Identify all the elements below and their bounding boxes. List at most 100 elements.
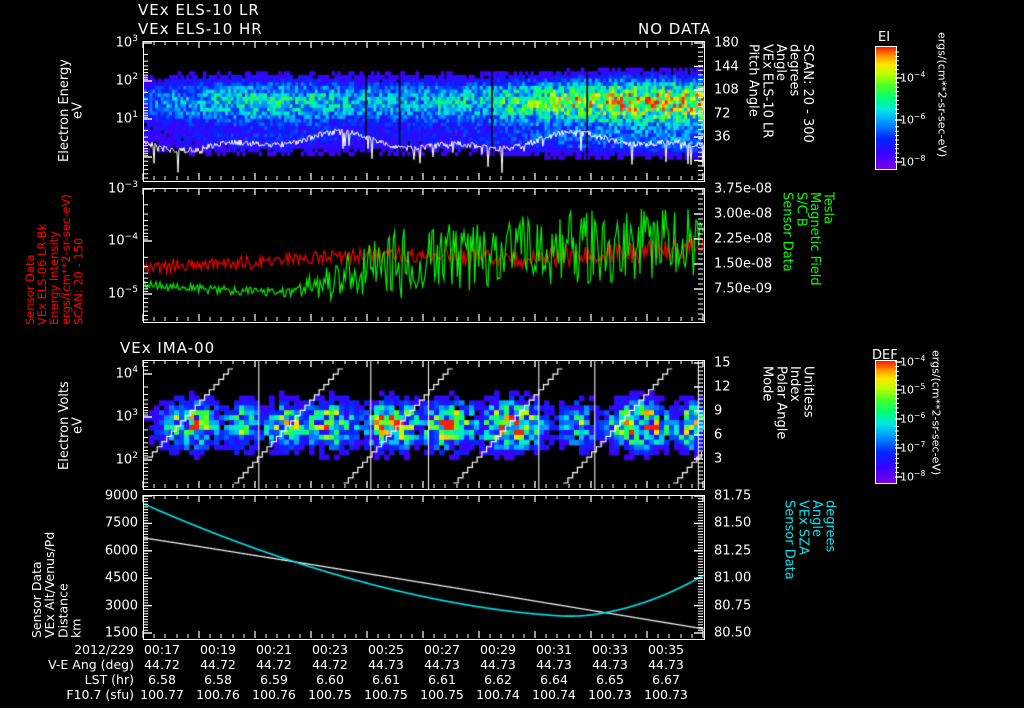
panel2-right-axis-line3: Magnetic Field [806, 192, 822, 286]
table-cell: 44.73 [592, 657, 628, 672]
table-row: V-E Ang (deg) 44.72 44.72 44.72 44.72 44.73 44… [14, 657, 694, 672]
table-cell: 44.73 [424, 657, 460, 672]
tick-label: 81.75 [714, 488, 752, 504]
panel3-left-axis-label: Electron Volts eV [57, 368, 86, 483]
def-colorbar-unit: ergs/(cm**2-sr-sec-eV) [929, 350, 943, 476]
table-cell: 6.62 [484, 672, 512, 687]
table-cell: 44.73 [536, 657, 572, 672]
tick-label: 10−6 [900, 111, 926, 127]
panel-els-lr-spectrogram[interactable] [143, 41, 705, 182]
panel1-right-axis-label: SCAN: 20 - 300 degrees Angle VEx ELS-10 … [745, 44, 816, 179]
tick-label: 1500 [104, 625, 138, 641]
table-row: LST (hr) 6.58 6.58 6.59 6.60 6.61 6.61 6.62 6.64… [14, 672, 694, 687]
panel4-right-axis-line2: VEx SZA [795, 500, 811, 555]
def-colorbar-bar [875, 360, 897, 484]
table-row: F10.7 (sfu) 100.77 100.76 100.76 100.75 100.7… [14, 687, 694, 702]
table-cell: 100.76 [196, 687, 240, 702]
table-cell: 00:27 [423, 642, 461, 657]
table-cell: 100.74 [476, 687, 520, 702]
tick-label: 10−5 [900, 381, 926, 397]
panel1-ticks [142, 41, 704, 180]
table-cell: 00:23 [311, 642, 349, 657]
table-cell: 00:17 [143, 642, 181, 657]
tick-label: 180 [714, 35, 739, 51]
bottom-table-row-label: V-E Ang (deg) [48, 657, 134, 672]
panel4-left-axis-label: Sensor Data VEx Alt/Venus/Pd Distance km [29, 498, 83, 638]
table-cell: 00:25 [367, 642, 405, 657]
bottom-parameter-table: 2012/229 00:17 00:19 00:21 00:23 00:25 00:27 00… [14, 642, 694, 702]
panel4-right-axis-label: degrees Angle VEx SZA Sensor Data [781, 500, 838, 635]
panel4-right-axis-line1: Sensor Data [781, 500, 797, 580]
panel2-ticks [142, 188, 704, 321]
panel1-right-axis-line3: Angle [772, 44, 788, 81]
table-cell: 00:33 [591, 642, 629, 657]
panel-els-energy-intensity[interactable] [143, 188, 705, 323]
panel3-left-axis-line2: eV [70, 417, 86, 434]
panel2-right-axis-line2: S/C B [793, 192, 809, 227]
tick-label: 4500 [104, 570, 138, 586]
tick-label: 12 [714, 379, 731, 395]
panel1-right-axis-line5: SCAN: 20 - 300 [800, 44, 816, 143]
tick-label: 3 [714, 451, 723, 467]
tick-label: 3.75e-08 [714, 181, 773, 197]
tick-label: 81.25 [714, 543, 752, 559]
panel1-left-axis-label: Electron Energy eV [57, 52, 86, 170]
panel2-canvas [144, 189, 704, 322]
tick-label: 103 [115, 34, 138, 51]
tick-label: 7500 [104, 515, 138, 531]
tick-label: 10−5 [108, 285, 138, 302]
tick-label: 80.50 [714, 625, 752, 641]
table-cell: 6.60 [316, 672, 344, 687]
ei-colorbar-unit: ergs/(cm**2-sr-sec-eV) [935, 32, 949, 158]
panel-altitude-sza[interactable] [143, 495, 705, 640]
panel1-right-axis-line2: VEx ELS-10 LR [759, 44, 775, 139]
tick-label: 3.00e-08 [714, 206, 773, 222]
panel1-right-axis-line1: Pitch Angle [745, 44, 761, 117]
tick-label: 1.50e-08 [714, 256, 773, 272]
panel2-left-axis-line5: SCAN: 20 - 150 [71, 237, 86, 325]
table-cell: 44.73 [480, 657, 516, 672]
table-cell: 6.65 [596, 672, 624, 687]
panel3-right-axis-line1: Mode [759, 366, 775, 402]
tick-label: 2.25e-08 [714, 231, 773, 247]
panel3-title: VEx IMA-00 [120, 339, 216, 357]
panel3-canvas [144, 361, 704, 489]
tick-label: 72 [714, 106, 731, 121]
tick-label: 15 [714, 355, 731, 371]
table-cell: 00:21 [255, 642, 293, 657]
tick-label: 81.50 [714, 515, 752, 531]
panel2-right-axis-line1: Sensor Data [779, 192, 795, 272]
tick-label: 10−4 [900, 353, 926, 369]
panel-ima-spectrogram[interactable] [143, 360, 705, 490]
tick-label: 10−4 [900, 69, 926, 85]
panel3-ticks [142, 360, 704, 488]
bottom-table-row-label: F10.7 (sfu) [66, 687, 134, 702]
tick-label: 102 [115, 451, 138, 468]
table-cell: 44.72 [256, 657, 292, 672]
tick-label: 80.75 [714, 598, 752, 614]
tick-label: 9000 [104, 488, 138, 504]
table-cell: 44.72 [312, 657, 348, 672]
table-row-time: 2012/229 00:17 00:19 00:21 00:23 00:25 00:27 00… [14, 642, 694, 657]
panel3-right-axis-label: Unitless Index Polar Angle Mode [759, 366, 816, 484]
tick-label: 144 [714, 59, 739, 74]
table-cell: 6.61 [428, 672, 456, 687]
table-cell: 100.75 [420, 687, 464, 702]
tick-label: 104 [115, 365, 138, 382]
tick-label: 108 [714, 82, 739, 98]
bottom-table-date-label: 2012/229 [74, 642, 134, 657]
table-cell: 100.74 [532, 687, 576, 702]
table-cell: 6.59 [260, 672, 288, 687]
table-cell: 44.72 [144, 657, 180, 672]
panel3-right-axis-line3: Index [786, 366, 802, 402]
ei-colorbar-canvas [876, 47, 896, 169]
table-cell: 100.73 [644, 687, 688, 702]
table-cell: 100.73 [588, 687, 632, 702]
panel2-left-axis-label: Sensor Data VEx ELS-06 LR-Bk Energy Inte… [23, 190, 86, 325]
def-colorbar-canvas [876, 361, 896, 483]
table-cell: 6.58 [204, 672, 232, 687]
tick-label: 6000 [104, 543, 138, 559]
tick-label: 9 [714, 403, 723, 419]
tick-label: 6 [714, 427, 723, 443]
